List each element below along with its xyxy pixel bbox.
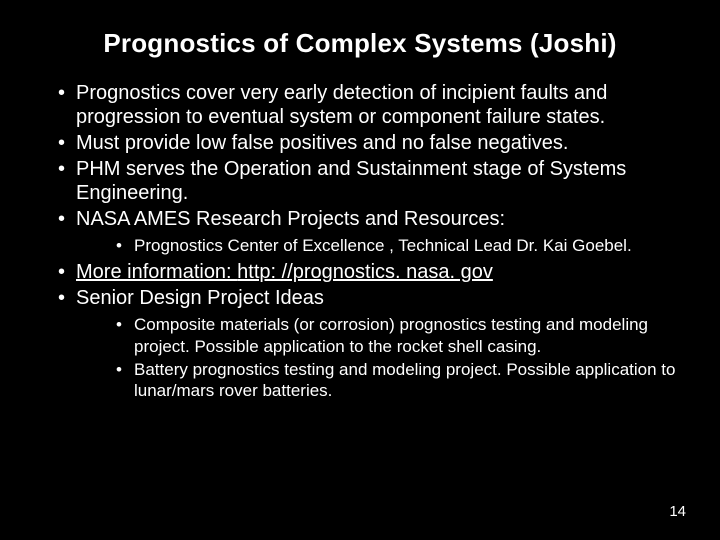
bullet-item: Senior Design Project Ideas Composite ma… [58, 286, 690, 401]
bullet-list-level1: Prognostics cover very early detection o… [30, 81, 690, 401]
bullet-item: NASA AMES Research Projects and Resource… [58, 207, 690, 256]
bullet-text: Senior Design Project Ideas [76, 287, 324, 309]
more-info-label: More information: [76, 261, 237, 283]
bullet-item: Must provide low false positives and no … [58, 131, 690, 155]
bullet-text: NASA AMES Research Projects and Resource… [76, 208, 505, 230]
bullet-item: Prognostics cover very early detection o… [58, 81, 690, 129]
bullet-item: PHM serves the Operation and Sustainment… [58, 157, 690, 205]
bullet-item: More information: http: //prognostics. n… [58, 260, 690, 284]
bullet-sub-item: Battery prognostics testing and modeling… [116, 359, 690, 402]
page-number: 14 [669, 503, 686, 520]
bullet-list-level2: Composite materials (or corrosion) progn… [76, 314, 690, 401]
bullet-list-level2: Prognostics Center of Excellence , Techn… [76, 235, 690, 256]
bullet-sub-item: Prognostics Center of Excellence , Techn… [116, 235, 690, 256]
bullet-sub-item: Composite materials (or corrosion) progn… [116, 314, 690, 357]
more-info-link[interactable]: http: //prognostics. nasa. gov [237, 261, 493, 283]
slide-title: Prognostics of Complex Systems (Joshi) [30, 28, 690, 59]
